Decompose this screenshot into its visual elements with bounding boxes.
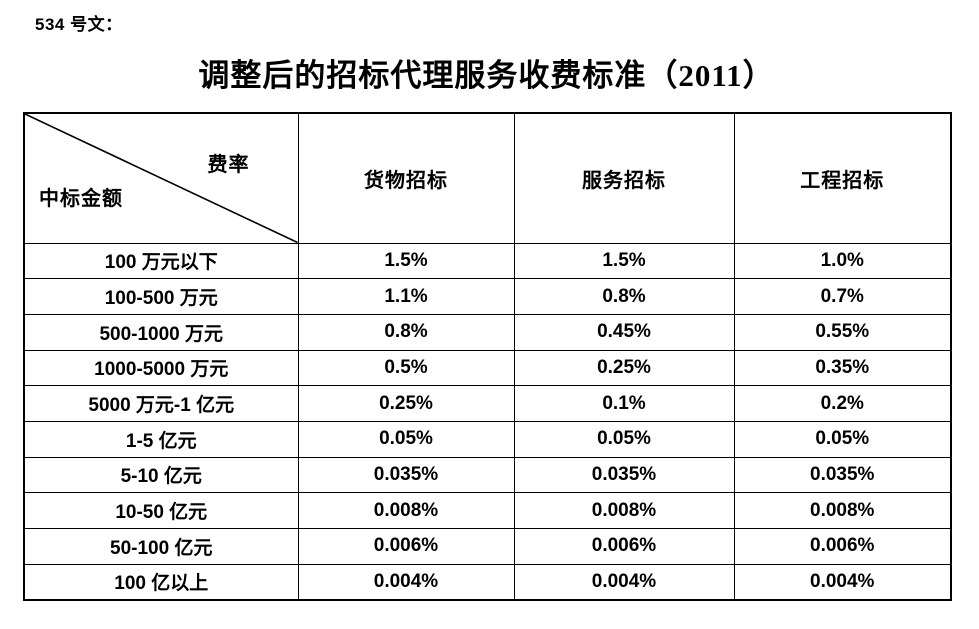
rate-value: 0.8% [297,313,515,351]
corner-label-rate: 费率 [207,154,250,176]
rate-value: 0.8% [513,278,735,315]
rate-value: 1.5% [513,242,735,280]
rate-value: 0.1% [513,385,735,422]
rate-value: 0.25% [297,385,515,422]
table-row: 500-1000 万元 0.8% 0.45% 0.55% [23,313,952,351]
row-label: 100-500 万元 [23,278,299,315]
corner-cell: 费率 中标金额 [23,112,299,244]
row-label: 1000-5000 万元 [23,349,299,387]
rate-value: 0.004% [297,563,515,601]
row-label: 5-10 亿元 [23,456,299,494]
table-row: 5000 万元-1 亿元 0.25% 0.1% 0.2% [23,385,952,422]
rate-value: 0.008% [297,492,515,529]
rate-value: 0.035% [733,456,952,494]
rate-value: 0.035% [297,456,515,494]
header-row: 费率 中标金额 货物招标 服务招标 工程招标 [23,112,952,244]
column-header-service-bidding: 服务招标 [513,112,735,244]
rate-value: 0.008% [513,492,735,529]
rate-value: 0.35% [733,349,952,387]
row-label: 50-100 亿元 [23,528,299,565]
fee-table: 费率 中标金额 货物招标 服务招标 工程招标 100 万元以下 1.5% 1.5% 1… [23,112,952,601]
rate-value: 0.004% [513,563,735,601]
rate-value: 0.7% [733,278,952,315]
rate-value: 0.05% [513,420,735,458]
rate-value: 0.05% [733,420,952,458]
row-label: 100 万元以下 [23,242,299,280]
diagonal-divider-line [25,114,298,243]
rate-value: 0.5% [297,349,515,387]
row-label: 1-5 亿元 [23,420,299,458]
rate-value: 1.5% [297,242,515,280]
rate-value: 0.006% [513,528,735,565]
corner-label-bid-amount: 中标金额 [39,188,123,210]
row-label: 5000 万元-1 亿元 [23,385,299,422]
rate-value: 1.1% [297,278,515,315]
rate-value: 0.2% [733,385,952,422]
rate-value: 1.0% [733,242,952,280]
rate-value: 0.45% [513,313,735,351]
table-row: 1000-5000 万元 0.5% 0.25% 0.35% [23,349,952,387]
table-row: 100 万元以下 1.5% 1.5% 1.0% [23,242,952,280]
row-label: 500-1000 万元 [23,313,299,351]
rate-value: 0.55% [733,313,952,351]
column-header-goods-bidding: 货物招标 [297,112,515,244]
column-header-engineering-bidding: 工程招标 [733,112,952,244]
table-row: 100 亿以上 0.004% 0.004% 0.004% [23,563,952,601]
rate-value: 0.006% [733,528,952,565]
row-label: 10-50 亿元 [23,492,299,529]
table-row: 100-500 万元 1.1% 0.8% 0.7% [23,278,952,315]
page-title: 调整后的招标代理服务收费标准（2011） [198,58,775,93]
table-row: 50-100 亿元 0.006% 0.006% 0.006% [23,528,952,565]
doc-number-label: 534 号文： [35,15,123,34]
rate-value: 0.035% [513,456,735,494]
rate-value: 0.05% [297,420,515,458]
table-body: 100 万元以下 1.5% 1.5% 1.0% 100-500 万元 1.1% 0.8% 0.… [23,242,952,601]
rate-value: 0.006% [297,528,515,565]
rate-value: 0.004% [733,563,952,601]
table-row: 5-10 亿元 0.035% 0.035% 0.035% [23,456,952,494]
table-row: 1-5 亿元 0.05% 0.05% 0.05% [23,420,952,458]
row-label: 100 亿以上 [23,563,299,601]
table-row: 10-50 亿元 0.008% 0.008% 0.008% [23,492,952,529]
rate-value: 0.25% [513,349,735,387]
rate-value: 0.008% [733,492,952,529]
